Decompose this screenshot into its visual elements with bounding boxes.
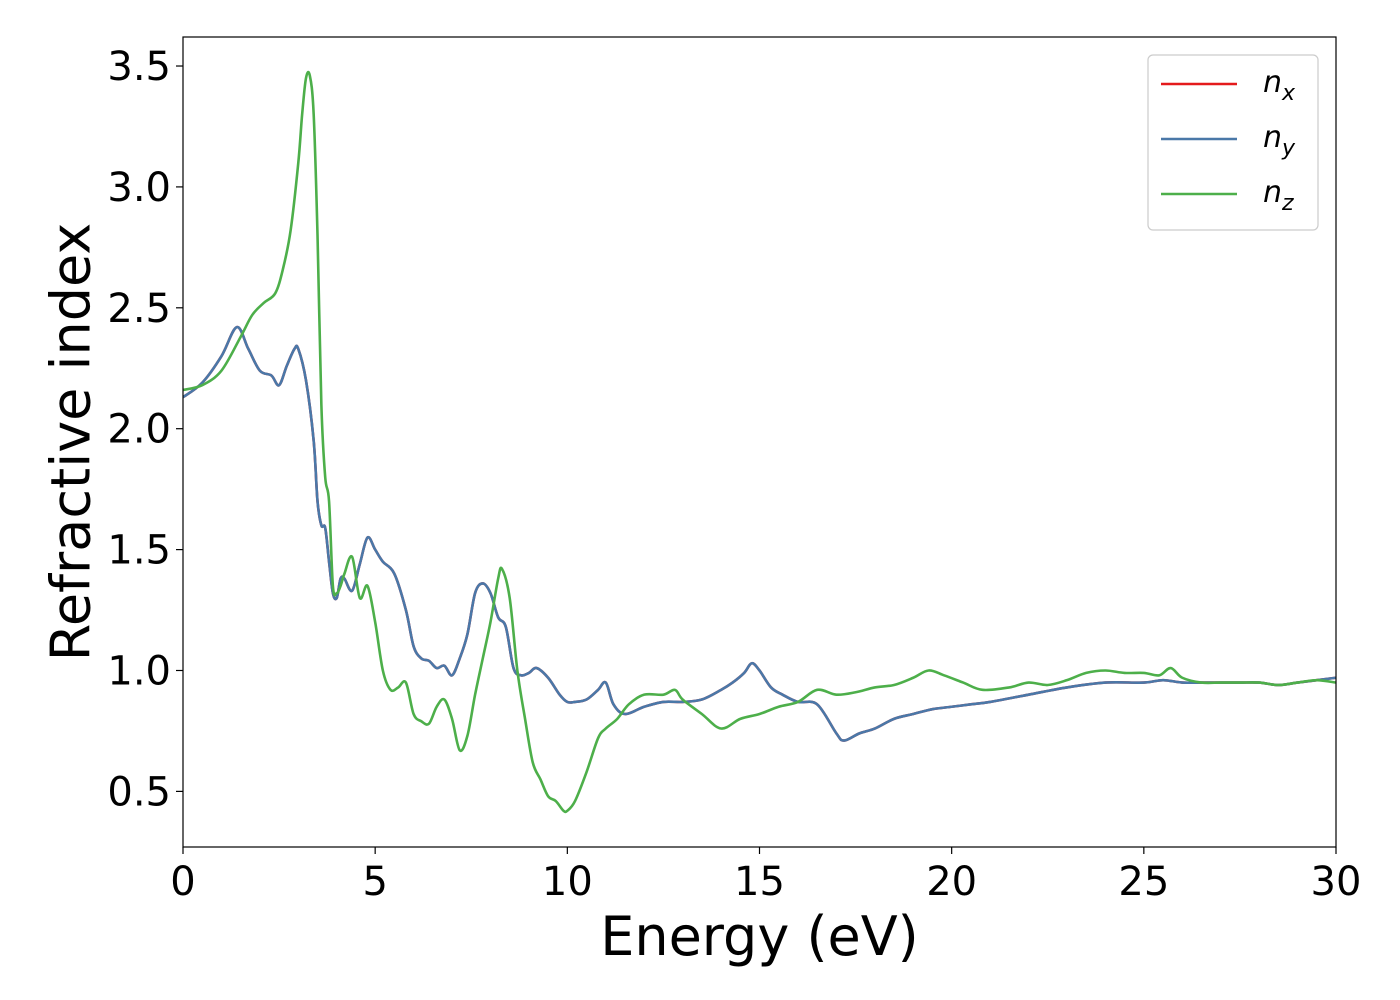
legend-label-subscript: y [1281, 136, 1296, 161]
legend-label-base: n [1263, 120, 1282, 155]
x-tick-label: 15 [734, 859, 785, 905]
y-tick-label: 0.5 [107, 769, 171, 815]
x-tick-label: 20 [926, 859, 977, 905]
legend-label-base: n [1263, 175, 1282, 210]
y-axis-title: Refractive index [40, 223, 103, 662]
y-tick-label: 1.0 [107, 648, 171, 694]
x-tick-label: 10 [542, 859, 593, 905]
x-tick-label: 5 [362, 859, 387, 905]
y-tick-label: 1.5 [107, 528, 171, 574]
x-axis-ticks: 0 5 10 15 20 25 30 [170, 847, 1361, 905]
y-tick-label: 2.0 [107, 407, 171, 453]
legend-label-subscript: x [1281, 81, 1296, 106]
legend-label-base: n [1263, 65, 1282, 100]
legend-label-ny: ny [1263, 120, 1296, 161]
legend-label-nz: nz [1263, 175, 1294, 216]
series-line-ny [183, 325, 1336, 742]
series-layer [183, 70, 1336, 814]
legend-box [1147, 54, 1319, 231]
y-tick-label: 3.0 [107, 165, 171, 211]
y-axis-ticks: 0.5 1.0 1.5 2.0 2.5 3.0 3.5 [107, 44, 183, 815]
legend-label-subscript: z [1281, 191, 1294, 216]
series-line-nz [183, 70, 1336, 814]
x-axis-title: Energy (eV) [600, 905, 919, 968]
legend-label-nx: nx [1263, 65, 1296, 106]
x-tick-label: 25 [1118, 859, 1169, 905]
y-tick-label: 3.5 [107, 44, 171, 90]
x-tick-label: 0 [170, 859, 195, 905]
y-tick-label: 2.5 [107, 286, 171, 332]
x-tick-label: 30 [1311, 859, 1362, 905]
